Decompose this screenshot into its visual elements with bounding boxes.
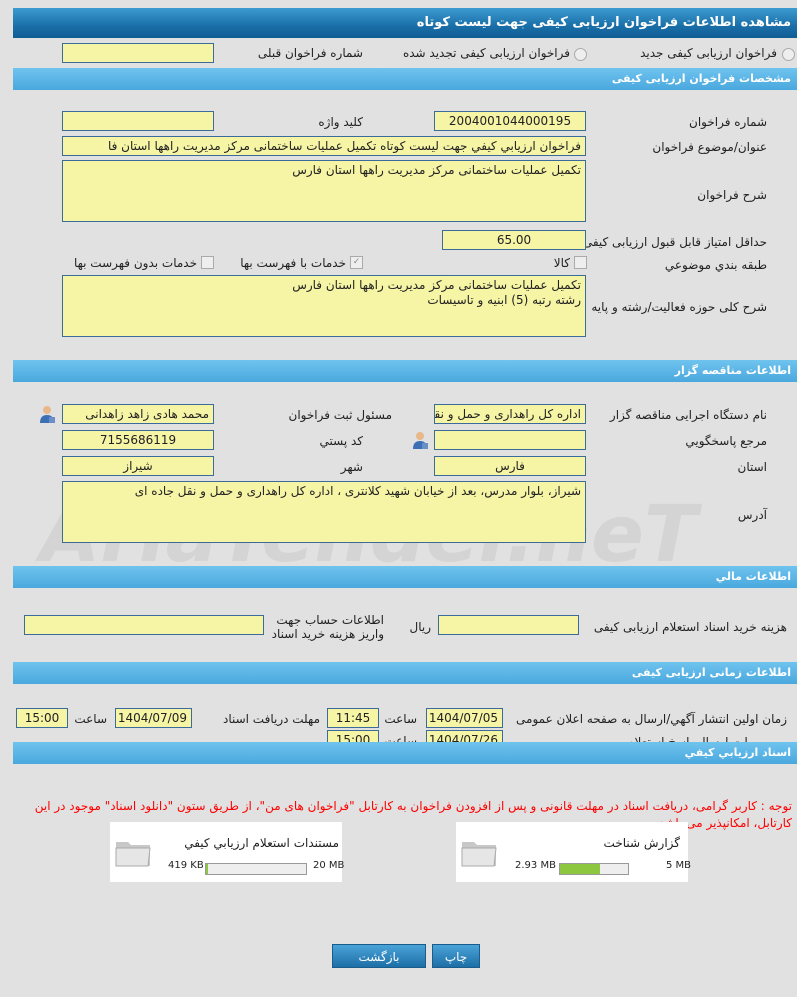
org-name-field[interactable]: اداره کل راهداری و حمل و نقل	[434, 404, 586, 424]
desc-label: شرح فراخوان	[697, 188, 767, 202]
file-card[interactable]: مستندات استعلام ارزيابي کيفي 419 KB 20 M…	[110, 822, 345, 882]
print-button[interactable]: چاپ	[432, 944, 480, 968]
desc-field[interactable]: تکميل عمليات ساختمانی مرکز مديريت راهها …	[62, 160, 586, 222]
file-progress	[205, 863, 307, 875]
scope-label: شرح کلی حوزه فعالیت/رشته و پایه	[591, 300, 767, 314]
responsible-field[interactable]: محمد هادی زاهد زاهدانی	[62, 404, 214, 424]
category-label: طبقه بندي موضوعي	[664, 258, 767, 272]
city-field[interactable]: شیراز	[62, 456, 214, 476]
publish-time-label: ساعت	[384, 712, 417, 726]
folder-icon	[115, 842, 151, 867]
account-label: اطلاعات حساب جهت واریز هزینه خرید اسناد	[271, 613, 384, 641]
org-name-label: نام دستگاه اجرایی مناقصه گزار	[609, 408, 767, 422]
radio-renewed-label: فراخوان ارزیابی کیفی تجدید شده	[402, 46, 570, 60]
prev-number-field[interactable]	[62, 43, 214, 63]
postal-label: کد پستي	[319, 434, 364, 448]
file-name: مستندات استعلام ارزيابي کيفي	[184, 836, 339, 850]
min-score-label: حداقل امتیاز قابل قبول ارزیابی کیفی	[582, 235, 767, 249]
user-icon[interactable]	[412, 431, 428, 449]
cost-label: هزینه خرید اسناد استعلام ارزیابی کیفی	[593, 620, 787, 634]
section-docs: اسناد ارزيابي کيفي	[13, 742, 797, 764]
file-progress	[559, 863, 629, 875]
province-field[interactable]: فارس	[434, 456, 586, 476]
ref-field[interactable]	[434, 430, 586, 450]
receive-date[interactable]: 1404/07/09	[115, 708, 192, 728]
checkbox-goods[interactable]	[574, 256, 587, 269]
file-size: 419 KB	[168, 860, 204, 871]
publish-label: زمان اولین انتشار آگهي/ارسال به صفحه اعل…	[516, 712, 787, 726]
services-nolist-label: خدمات بدون فهرست بها	[73, 256, 197, 270]
subject-label: عنوان/موضوع فراخوان	[652, 140, 767, 154]
min-score-field[interactable]: 65.00	[442, 230, 586, 250]
page-title: مشاهده اطلاعات فراخوان ارزیابی کیفی جهت …	[13, 8, 797, 38]
folder-icon	[461, 842, 497, 867]
back-button[interactable]: بازگشت	[332, 944, 426, 968]
city-label: شهر	[340, 460, 363, 474]
docs-notice: توجه : کاربر گرامی، دریافت اسناد در مهلت…	[34, 799, 792, 830]
section-timing: اطلاعات زمانی ارزیابی کیفی	[13, 662, 797, 684]
subject-field[interactable]: فراخوان ارزيابي کيفي جهت ليست کوتاه تکمي…	[62, 136, 586, 156]
services-list-label: خدمات با فهرست بها	[240, 256, 346, 270]
file-size: 2.93 MB	[515, 860, 556, 871]
receive-time-label: ساعت	[74, 712, 107, 726]
user-icon[interactable]	[39, 405, 55, 423]
prev-number-label: شماره فراخوان قبلی	[257, 46, 363, 60]
responsible-label: مسئول ثبت فراخوان	[288, 408, 393, 422]
file-name: گزارش شناخت	[603, 836, 680, 850]
section-org: اطلاعات مناقصه گزار	[13, 360, 797, 382]
number-label: شماره فراخوان	[689, 115, 767, 129]
receive-label: مهلت دریافت اسناد	[222, 712, 320, 726]
section-spec: مشخصات فراخوان ارزیابی کیفی	[13, 68, 797, 90]
radio-new-label: فراخوان ارزیابی کیفی جدید	[640, 46, 777, 60]
radio-renewed[interactable]	[574, 48, 587, 61]
checkbox-services-nolist[interactable]	[201, 256, 214, 269]
section-finance: اطلاعات مالي	[13, 566, 797, 588]
postal-field[interactable]: 7155686119	[62, 430, 214, 450]
keyword-label: کلید واژه	[318, 115, 363, 129]
number-field[interactable]: 2004001044000195	[434, 111, 586, 131]
province-label: استان	[737, 460, 767, 474]
checkbox-services-list[interactable]: ✓	[350, 256, 363, 269]
address-label: آدرس	[737, 508, 767, 522]
cost-field[interactable]	[438, 615, 579, 635]
keyword-field[interactable]	[62, 111, 214, 131]
currency-label: ریال	[409, 620, 431, 634]
ref-label: مرجع پاسخگويي	[685, 434, 767, 448]
scope-field[interactable]: تکميل عمليات ساختمانی مرکز مديريت راهها …	[62, 275, 586, 337]
file-card[interactable]: گزارش شناخت 2.93 MB 5 MB	[456, 822, 692, 882]
file-max: 20 MB	[313, 860, 345, 871]
goods-label: کالا	[553, 256, 570, 270]
publish-date[interactable]: 1404/07/05	[426, 708, 503, 728]
account-field[interactable]	[24, 615, 264, 635]
radio-new[interactable]	[782, 48, 795, 61]
address-field[interactable]: شیراز، بلوار مدرس، بعد از خیابان شهید کل…	[62, 481, 586, 543]
file-max: 5 MB	[666, 860, 692, 871]
receive-time[interactable]: 15:00	[16, 708, 68, 728]
publish-time[interactable]: 11:45	[327, 708, 379, 728]
